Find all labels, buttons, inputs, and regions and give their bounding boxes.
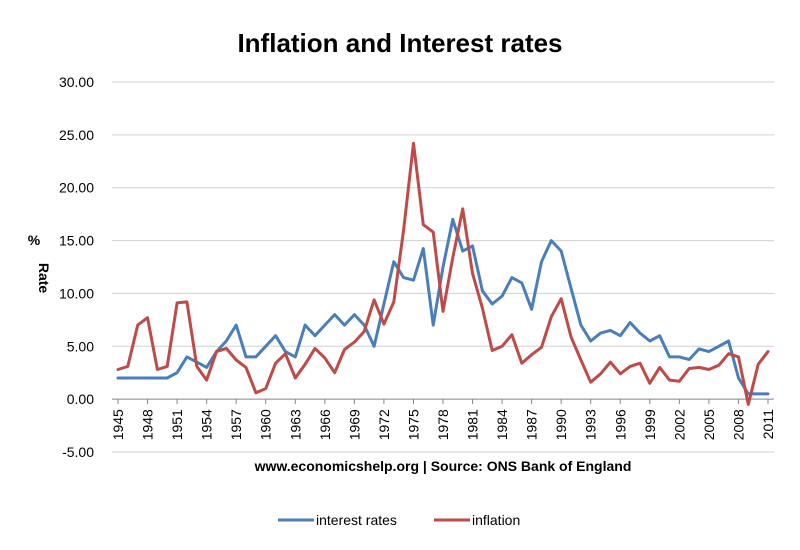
series-line-1 — [116, 141, 770, 406]
y-axis-title-line-1: % — [28, 232, 41, 248]
x-tick-label: 1990 — [553, 409, 569, 440]
x-tick-label: 1951 — [169, 409, 185, 440]
x-tick-label: 1945 — [110, 409, 126, 440]
y-tick-label: 25.00 — [59, 127, 94, 143]
x-tick-label: 1966 — [317, 409, 333, 440]
x-axis-title: www.economicshelp.org | Source: ONS Bank… — [254, 458, 632, 474]
y-axis-title-line-2: Rate — [36, 263, 52, 294]
x-tick-label: 1987 — [524, 409, 540, 440]
x-tick-label: 1981 — [465, 409, 481, 440]
x-tick-label: 2011 — [760, 409, 776, 439]
x-tick-label: 1999 — [642, 409, 658, 440]
x-tick-label: 1978 — [435, 409, 451, 440]
series-line-0 — [116, 217, 770, 396]
x-tick-label: 1954 — [199, 409, 215, 440]
x-tick-labels: 1945 1948 1951 1954 1957 1960 1963 1966 1969 1972… — [110, 399, 776, 440]
x-tick-label: 1969 — [346, 409, 362, 440]
x-tick-label: 2005 — [701, 409, 717, 440]
x-tick-label: 1996 — [612, 409, 628, 440]
x-tick-label: 1948 — [140, 409, 156, 440]
legend-label: interest rates — [316, 512, 397, 528]
y-tick-label: -5.00 — [62, 444, 94, 460]
legend: interest rates inflation — [278, 512, 520, 528]
x-tick-label: 2002 — [671, 409, 687, 440]
legend-label: inflation — [472, 512, 520, 528]
x-tick-label: 1963 — [287, 409, 303, 440]
y-tick-labels: -5.00 0.00 5.00 10.00 15.00 20.00 25.00 30.00 — [59, 74, 94, 460]
x-tick-label: 1993 — [583, 409, 599, 440]
chart-title: Inflation and Interest rates — [237, 28, 562, 58]
y-tick-label: 0.00 — [67, 391, 94, 407]
y-tick-label: 10.00 — [59, 285, 94, 301]
x-tick-label: 1960 — [258, 409, 274, 440]
series-lines — [116, 141, 770, 406]
y-tick-label: 20.00 — [59, 180, 94, 196]
y-tick-label: 5.00 — [67, 338, 94, 354]
y-tick-label: 30.00 — [59, 74, 94, 90]
x-tick-label: 2008 — [730, 409, 746, 440]
x-tick-label: 1957 — [228, 409, 244, 440]
x-tick-label: 1984 — [494, 409, 510, 440]
x-tick-label: 1975 — [405, 409, 421, 440]
x-tick-label: 1972 — [376, 409, 392, 440]
y-tick-label: 15.00 — [59, 233, 94, 249]
